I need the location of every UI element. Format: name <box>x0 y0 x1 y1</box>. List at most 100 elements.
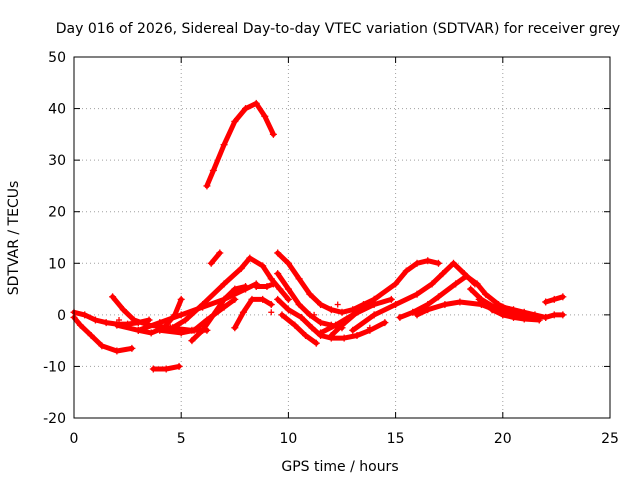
data-point <box>482 290 490 298</box>
data-point <box>209 311 217 319</box>
data-point <box>353 331 361 339</box>
data-point <box>177 311 185 319</box>
data-point <box>499 311 507 319</box>
y-axis-label: SDTVAR / TECUs <box>6 181 22 296</box>
data-point <box>252 282 260 290</box>
data-point <box>116 317 123 324</box>
series-track <box>232 296 274 331</box>
data-point <box>284 306 292 314</box>
data-point <box>231 285 239 293</box>
data-point <box>274 270 282 278</box>
data-point <box>413 259 421 267</box>
data-point <box>188 337 196 345</box>
data-point <box>338 321 346 329</box>
data-point <box>456 298 464 306</box>
y-tick-label: -20 <box>43 411 66 427</box>
data-point <box>284 259 292 267</box>
series-arc-l <box>231 295 275 332</box>
data-point <box>402 267 410 275</box>
data-point <box>467 285 475 293</box>
data-point <box>452 280 460 288</box>
data-point <box>291 321 299 329</box>
data-point <box>220 280 228 288</box>
series-arc-k <box>207 249 224 267</box>
data-point <box>274 249 282 257</box>
y-tick-label: 20 <box>48 205 66 221</box>
series-arc-o <box>274 270 346 332</box>
series-arc-d <box>149 362 183 373</box>
series-arc-b <box>70 313 136 355</box>
data-point <box>510 313 518 321</box>
data-point <box>169 324 177 332</box>
series-track <box>204 100 276 189</box>
data-point <box>327 306 335 314</box>
series-arc-u <box>396 272 513 321</box>
data-point <box>475 295 483 303</box>
series-track <box>279 312 319 346</box>
data-point <box>267 301 275 309</box>
data-point <box>317 329 325 337</box>
data-point <box>295 301 303 309</box>
x-tick-label: 25 <box>601 431 619 447</box>
data-point <box>462 272 470 280</box>
series-arc-g <box>156 295 239 337</box>
data-point <box>434 293 442 301</box>
data-point <box>381 319 389 327</box>
data-point <box>209 166 217 174</box>
series-track <box>350 260 478 333</box>
series-arc-z <box>542 293 567 306</box>
data-point <box>199 326 207 334</box>
data-point <box>311 311 318 318</box>
x-tick-label: 0 <box>70 431 79 447</box>
data-point <box>237 264 245 272</box>
series-track <box>275 250 377 315</box>
data-point <box>268 309 275 316</box>
x-tick-label: 5 <box>177 431 186 447</box>
data-point <box>263 282 271 290</box>
data-point <box>542 313 550 321</box>
data-point <box>520 315 528 323</box>
data-point <box>259 295 267 303</box>
axis-ticks: 0 5 10 15 20 25 -20 -10 0 10 20 30 40 50 <box>43 50 619 447</box>
data-point <box>284 295 292 303</box>
data-point <box>231 117 239 125</box>
data-point <box>177 329 185 337</box>
data-point <box>334 301 341 308</box>
data-point <box>276 285 284 293</box>
data-point <box>424 257 432 265</box>
data-point <box>396 313 404 321</box>
data-point <box>332 321 340 329</box>
data-point <box>149 365 157 373</box>
data-point <box>102 319 110 327</box>
data-point <box>542 298 550 306</box>
data-point <box>81 311 89 319</box>
series-track <box>157 296 238 336</box>
data-point <box>520 308 528 316</box>
data-point <box>370 311 378 319</box>
data-point <box>308 324 316 332</box>
data-point <box>370 295 378 303</box>
x-axis-label: GPS time / hours <box>281 459 398 475</box>
data-point <box>216 249 224 257</box>
y-tick-label: 40 <box>48 102 66 118</box>
data-point <box>428 280 436 288</box>
data-point <box>269 280 277 288</box>
y-tick-label: 50 <box>48 50 66 66</box>
data-point <box>156 319 164 327</box>
series-arc-i <box>188 282 250 345</box>
data-point <box>317 301 325 309</box>
data-point <box>109 293 117 301</box>
data-point <box>175 362 183 370</box>
data-point <box>267 275 275 283</box>
data-point <box>91 316 99 324</box>
x-tick-label: 15 <box>387 431 405 447</box>
series-arc-q <box>278 311 320 347</box>
data-point <box>306 290 314 298</box>
y-tick-label: 30 <box>48 153 66 169</box>
series-track <box>208 250 223 266</box>
data-point <box>550 295 558 303</box>
data-point <box>284 285 292 293</box>
series-arc-j <box>203 99 277 190</box>
data-point <box>278 311 286 319</box>
data-point <box>259 262 267 270</box>
